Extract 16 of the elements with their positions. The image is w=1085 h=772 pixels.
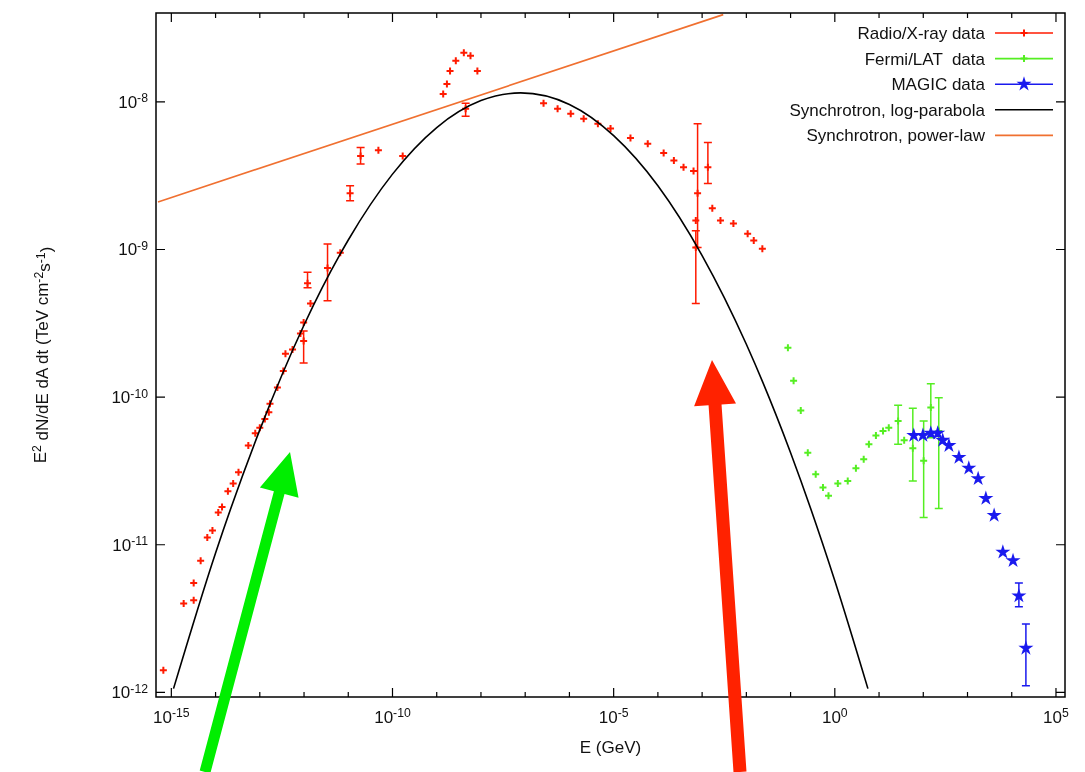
x-tick-label: 10$^{-15}$	[153, 706, 190, 727]
x-tick-label: 10$^{-10}$	[374, 706, 411, 727]
x-tick-label: 10$^{0}$	[821, 706, 848, 727]
y-tick-label: 10$^{-8}$	[118, 91, 149, 112]
y-tick-label: 10$^{-12}$	[111, 681, 149, 703]
legend-label: MAGIC data	[891, 75, 986, 95]
x-tick-label: 10$^{-5}$	[598, 706, 629, 727]
legend-label: Radio/X-ray data	[857, 24, 986, 43]
y-tick-label: 10$^{-9}$	[118, 238, 149, 260]
x-axis-title: E (GeV)	[579, 738, 642, 757]
legend-label: Synchrotron, log-parabola	[789, 100, 986, 120]
y-tick-label: 10$^{-10}$	[111, 386, 149, 408]
x-tick-label: 10$^{5}$	[1043, 706, 1070, 727]
legend-label: Synchrotron, power-law	[806, 126, 986, 146]
y-tick-label: 10$^{-11}$	[112, 534, 149, 555]
legend-label: Fermi/LAT data	[864, 49, 986, 69]
